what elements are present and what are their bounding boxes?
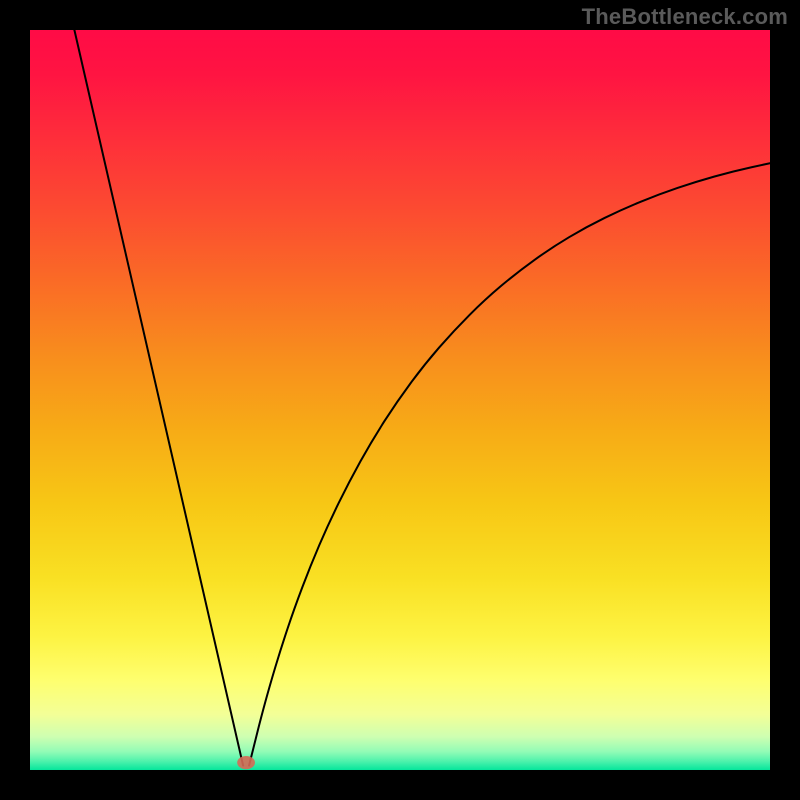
chart-svg [30, 30, 770, 770]
gradient-background [30, 30, 770, 770]
vertex-marker [237, 756, 255, 769]
watermark-text: TheBottleneck.com [582, 4, 788, 30]
chart-frame: TheBottleneck.com [0, 0, 800, 800]
bottleneck-chart [30, 30, 770, 770]
